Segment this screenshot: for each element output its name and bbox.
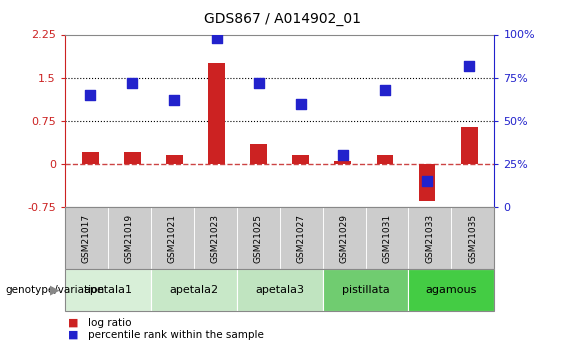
Bar <box>292 155 309 164</box>
Point <box>254 80 263 86</box>
Text: GSM21023: GSM21023 <box>211 214 220 263</box>
Point <box>338 152 347 158</box>
Text: apetala2: apetala2 <box>170 285 218 295</box>
Text: agamous: agamous <box>426 285 477 295</box>
Bar <box>334 161 351 164</box>
Text: ■: ■ <box>68 330 79 339</box>
Point <box>423 178 432 184</box>
Bar <box>419 164 436 201</box>
Point <box>464 63 473 68</box>
Text: apetala1: apetala1 <box>84 285 132 295</box>
Bar <box>208 63 225 164</box>
Text: GSM21029: GSM21029 <box>340 214 349 263</box>
Text: apetala3: apetala3 <box>255 285 304 295</box>
Bar <box>82 152 99 164</box>
Bar <box>124 152 141 164</box>
Bar <box>166 155 183 164</box>
Text: GSM21025: GSM21025 <box>254 214 263 263</box>
Text: pistillata: pistillata <box>342 285 389 295</box>
Text: GSM21017: GSM21017 <box>82 214 91 263</box>
Bar <box>250 144 267 164</box>
Point <box>296 101 305 106</box>
Text: GSM21027: GSM21027 <box>297 214 306 263</box>
Text: GSM21021: GSM21021 <box>168 214 177 263</box>
Point <box>170 97 179 103</box>
Text: genotype/variation: genotype/variation <box>6 285 105 295</box>
Text: ▶: ▶ <box>50 283 59 296</box>
Bar <box>376 155 393 164</box>
Point <box>380 87 389 92</box>
Point <box>128 80 137 86</box>
Point <box>212 35 221 41</box>
Text: ■: ■ <box>68 318 79 327</box>
Bar <box>460 127 477 164</box>
Text: GDS867 / A014902_01: GDS867 / A014902_01 <box>204 12 361 26</box>
Point <box>86 92 95 98</box>
Text: GSM21019: GSM21019 <box>125 214 134 263</box>
Text: GSM21033: GSM21033 <box>425 214 434 263</box>
Text: GSM21031: GSM21031 <box>383 214 392 263</box>
Text: GSM21035: GSM21035 <box>468 214 477 263</box>
Text: log ratio: log ratio <box>88 318 131 327</box>
Text: percentile rank within the sample: percentile rank within the sample <box>88 330 263 339</box>
